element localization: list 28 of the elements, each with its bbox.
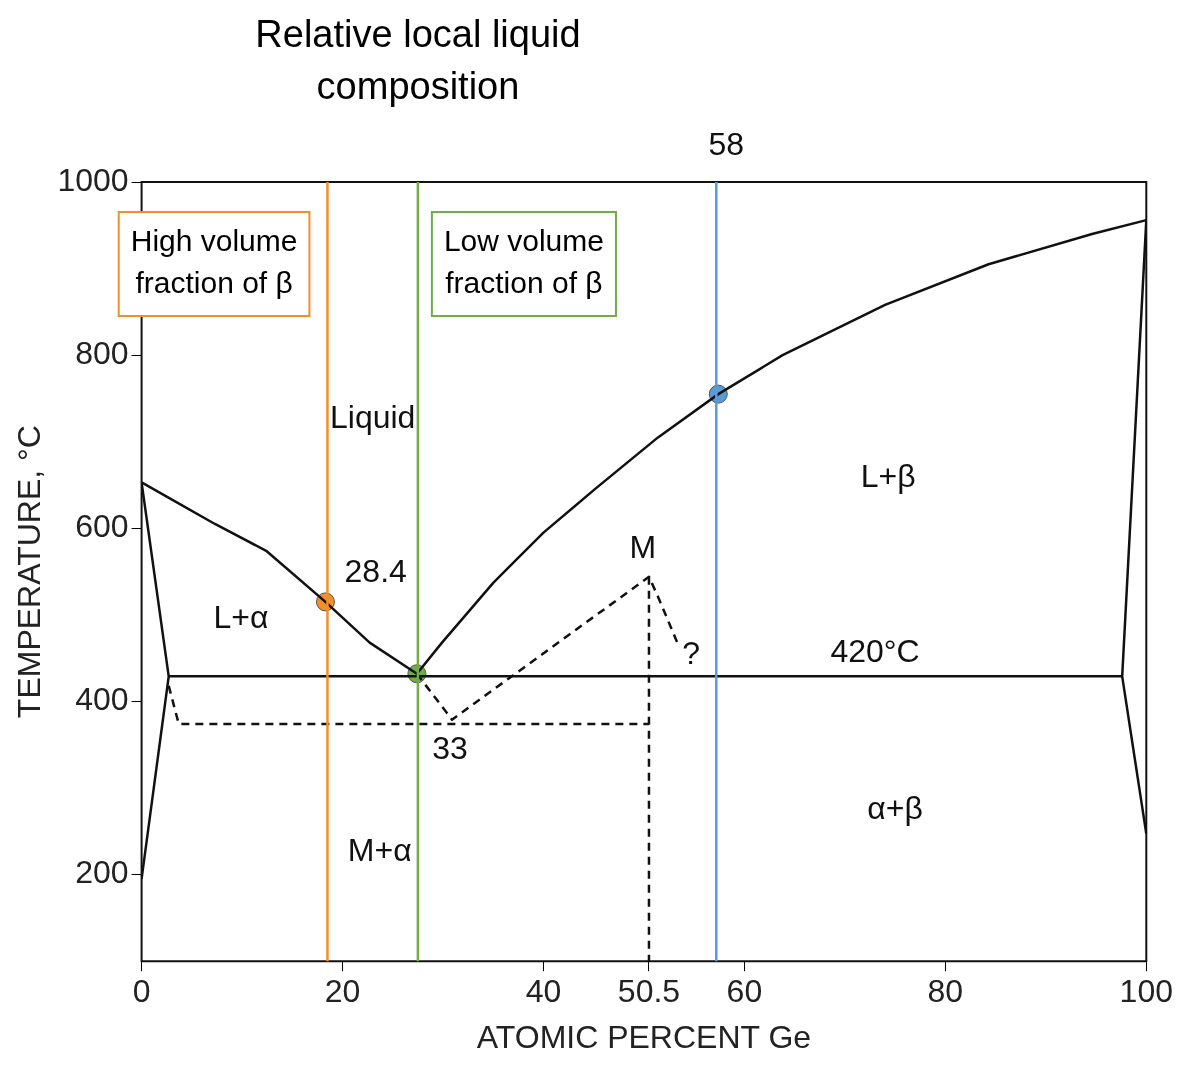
x-axis-title: ATOMIC PERCENT Ge: [476, 1018, 812, 1055]
annotation: Liquid: [329, 399, 416, 436]
x-tick-label: 20: [324, 973, 361, 1010]
x-tick-label: 100: [1119, 973, 1173, 1010]
y-axis-title: TEMPERATURE, °C: [11, 425, 48, 719]
ref-line-label: Low volume fraction of β: [443, 224, 604, 300]
x-tick-label: 0: [132, 973, 151, 1010]
chart-title: Relative local liquid composition: [254, 12, 582, 109]
annotation: 420°C: [830, 632, 920, 669]
annotation: L+α: [213, 599, 269, 636]
y-tick-label: 600: [75, 508, 129, 545]
y-tick-label: 800: [75, 334, 129, 371]
y-tick-label: 400: [75, 681, 129, 718]
x-tick-label: 40: [525, 973, 562, 1010]
x-tick-label: 60: [726, 973, 763, 1010]
x-tick-label: 80: [927, 973, 964, 1010]
ref-line-label: High volume fraction of β: [130, 224, 298, 300]
annotation: 33: [432, 729, 468, 766]
y-tick-label: 1000: [57, 161, 129, 198]
annotation: M+α: [347, 831, 412, 868]
annotation: L+β: [860, 457, 916, 494]
annotation: M: [629, 528, 657, 565]
y-tick-label: 200: [75, 854, 129, 891]
annotation: 28.4: [344, 553, 407, 590]
annotation: ?: [682, 635, 701, 672]
annotation: α+β: [867, 790, 923, 827]
annotation: 58: [708, 125, 745, 162]
x-tick-label: 50.5: [617, 973, 681, 1010]
